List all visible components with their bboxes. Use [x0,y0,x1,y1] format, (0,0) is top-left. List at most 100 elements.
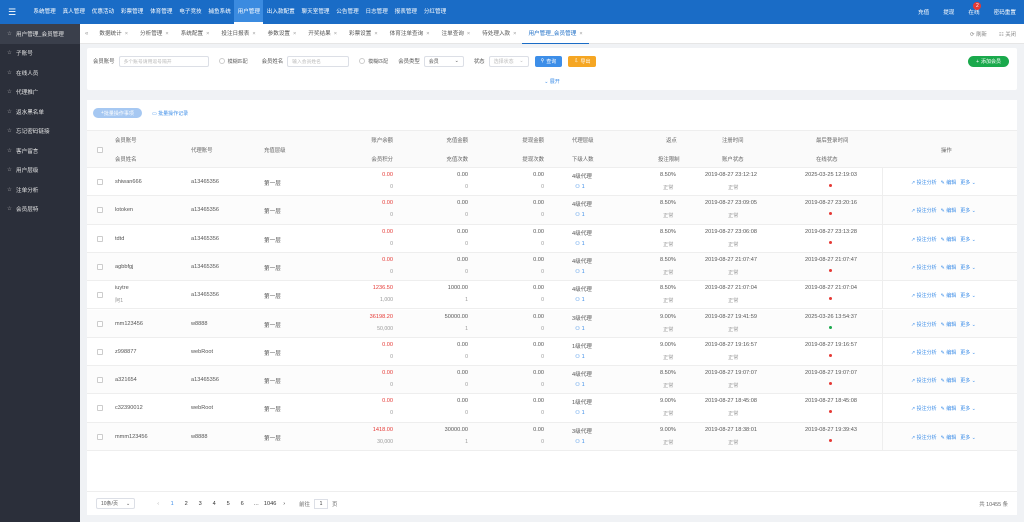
sub-count-link[interactable]: ⚇ 1 [575,382,585,388]
export-button[interactable]: ⇩ 导出 [568,55,597,67]
more-dropdown[interactable]: 更多 ⌄ [960,349,976,356]
withdraw-link[interactable]: 提现 [943,10,955,16]
sub-count-link[interactable]: ⚇ 1 [575,297,585,303]
sidebar-item[interactable]: ☆ 子账号 [0,44,80,64]
member-account[interactable]: shiwan666 [115,179,142,185]
bet-analysis-link[interactable]: ↗ 投注分析 [911,236,937,243]
tab-item[interactable]: 待处理入款 × [476,24,522,44]
sub-count-link[interactable]: ⚇ 1 [575,269,585,275]
row-checkbox[interactable] [97,348,103,355]
page-number[interactable]: 5 [226,500,230,507]
row-checkbox[interactable] [97,263,103,270]
edit-link[interactable]: ✎ 编辑 [941,179,957,186]
more-dropdown[interactable]: 更多 ⌄ [960,377,976,384]
more-dropdown[interactable]: 更多 ⌄ [960,179,976,186]
top-nav-item[interactable]: 公告管理 [336,9,359,15]
bet-analysis-link[interactable]: ↗ 投注分析 [911,264,937,271]
edit-link[interactable]: ✎ 编辑 [941,405,957,412]
close-icon[interactable]: × [374,30,378,37]
close-icon[interactable]: × [333,30,337,37]
tab-item[interactable]: 注单查询 × [436,24,477,44]
member-account[interactable]: mm123456 [115,320,143,327]
top-nav-item[interactable]: 分红管理 [423,9,447,15]
tabs-scroll-left-icon[interactable]: « [85,30,89,37]
batch-record-link[interactable]: ▭ 批量操作记录 [152,110,188,117]
menu-toggle-icon[interactable]: ☰ [7,6,17,17]
edit-link[interactable]: ✎ 编辑 [941,292,957,299]
select-all-checkbox[interactable] [97,147,103,153]
close-icon[interactable]: × [252,30,256,37]
search-button[interactable]: ⚲ 查询 [534,55,563,67]
top-nav-item[interactable]: 真人管理 [62,9,85,15]
close-icon[interactable]: × [124,30,129,37]
edit-link[interactable]: ✎ 编辑 [941,377,957,384]
close-icon[interactable]: × [206,30,210,37]
sidebar-item[interactable]: ☆ 返水黑名单 [0,102,80,122]
sidebar-item[interactable]: ☆ 注单分析 [0,180,80,200]
member-account[interactable]: z998877 [115,348,137,355]
more-dropdown[interactable]: 更多 ⌄ [960,207,976,214]
bet-analysis-link[interactable]: ↗ 投注分析 [911,349,937,356]
close-icon[interactable]: × [165,30,169,37]
page-number[interactable]: 2 [184,500,188,507]
tab-item[interactable]: 系统配置 × [175,24,216,44]
batch-operation-button[interactable]: + 批量操作事项 [93,108,142,118]
top-nav-item[interactable]: 捕鱼系统 [208,9,231,15]
row-checkbox[interactable] [97,405,103,412]
edit-link[interactable]: ✎ 编辑 [941,264,957,271]
top-nav-item[interactable]: 报表管理 [394,9,418,15]
page-number[interactable]: 1 [170,500,174,507]
tab-item[interactable]: 开奖结果 × [302,24,343,44]
sub-count-link[interactable]: ⚇ 1 [575,410,585,416]
page-number[interactable]: 4 [212,500,216,507]
row-checkbox[interactable] [97,179,103,185]
add-member-button[interactable]: + 添加会员 [968,56,1009,67]
sidebar-item[interactable]: ☆ 在线人员 [0,63,80,83]
sidebar-item[interactable]: ☆ 代理推广 [0,83,80,103]
page-number[interactable]: 3 [198,500,202,507]
member-account[interactable]: lotoken [115,207,134,214]
more-dropdown[interactable]: 更多 ⌄ [960,264,976,271]
more-dropdown[interactable]: 更多 ⌄ [960,321,976,328]
member-name-input[interactable]: 输入会员姓名 [287,55,350,67]
goto-page-input[interactable]: 1 [313,498,328,509]
page-number[interactable]: 1046 [263,500,277,507]
bet-analysis-link[interactable]: ↗ 投注分析 [911,377,937,384]
member-account[interactable]: iuytre [115,285,129,292]
member-account-input[interactable]: 多个账号请用逗号隔开 [118,55,209,67]
refresh-button[interactable]: ⟳ 刷新 [970,30,987,38]
sub-count-link[interactable]: ⚇ 1 [575,354,585,360]
tab-item[interactable]: 数据统计 × [93,24,134,44]
close-icon[interactable]: × [579,30,583,37]
sidebar-item[interactable]: ☆ 用户层级 [0,161,80,181]
tab-item[interactable]: 体育注单查询 × [384,24,436,44]
bet-analysis-link[interactable]: ↗ 投注分析 [911,321,937,328]
top-nav-item[interactable]: 聊天室管理 [301,9,330,15]
tab-item[interactable]: 分析管理 × [134,24,175,44]
sidebar-item[interactable]: ☆ 会员层特 [0,200,80,220]
row-checkbox[interactable] [97,235,103,242]
top-nav-item[interactable]: 系统管理 [33,9,56,15]
edit-link[interactable]: ✎ 编辑 [941,207,957,214]
close-icon[interactable]: × [426,30,430,37]
sub-count-link[interactable]: ⚇ 1 [575,184,585,190]
bet-analysis-link[interactable]: ↗ 投注分析 [911,292,937,299]
fuzzy-match-checkbox-2[interactable]: 模糊匹配 [359,58,388,65]
close-tabs-button[interactable]: ☷ 关闭 [999,30,1016,38]
fuzzy-match-checkbox[interactable]: 模糊匹配 [218,58,248,65]
more-dropdown[interactable]: 更多 ⌄ [960,236,976,243]
member-account[interactable]: tdtd [115,235,125,242]
member-account[interactable]: mmm123456 [115,433,148,440]
member-type-select[interactable]: 会员 ⌄ [423,55,464,67]
online-link[interactable]: 在线 2 [968,2,982,16]
bet-analysis-link[interactable]: ↗ 投注分析 [911,207,937,214]
more-dropdown[interactable]: 更多 ⌄ [960,405,976,412]
tab-item[interactable]: 投注日报表 × [215,24,261,44]
page-size-select[interactable]: 10条/页 ⌄ [96,498,136,509]
top-nav-item[interactable]: 体育管理 [150,9,173,15]
top-nav-item[interactable]: 彩票管理 [120,9,144,15]
page-number[interactable]: … [253,500,259,507]
recharge-link[interactable]: 充值 [918,10,930,16]
top-nav-item[interactable]: 用户管理 [234,0,264,24]
top-nav-item[interactable]: 优惠活动 [91,9,115,15]
